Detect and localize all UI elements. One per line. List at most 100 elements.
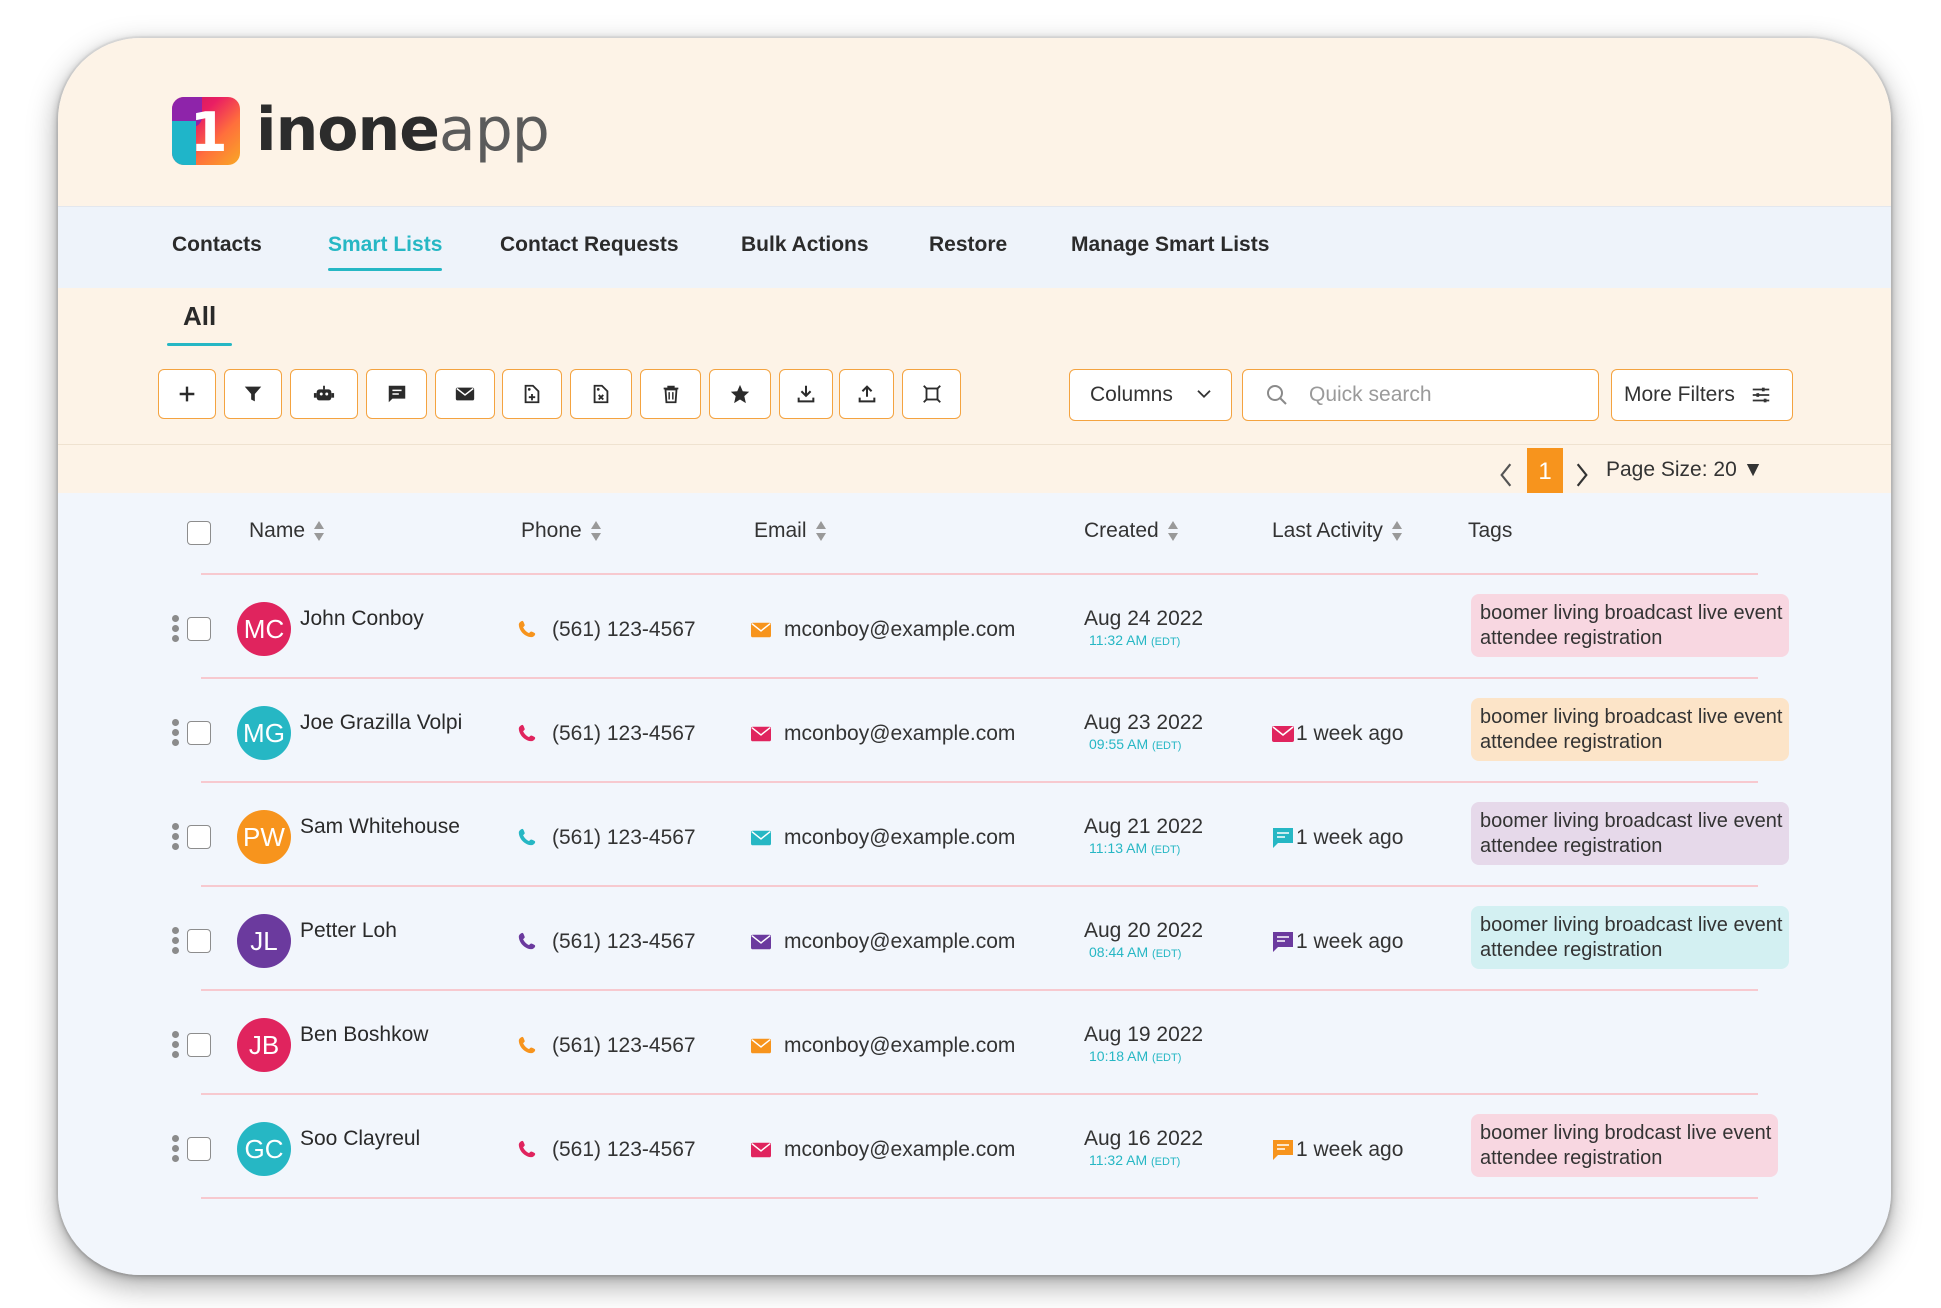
contact-name[interactable]: Soo Clayreul xyxy=(300,1127,421,1150)
email-address[interactable]: mconboy@example.com xyxy=(784,722,1016,745)
sort-icon xyxy=(314,521,325,542)
nav-manage-smart-lists[interactable]: Manage Smart Lists xyxy=(1071,233,1270,256)
contact-name[interactable]: Petter Loh xyxy=(300,919,397,942)
phone-number[interactable]: (561) 123-4567 xyxy=(552,618,696,641)
last-activity: 1 week ago xyxy=(1296,1138,1404,1161)
tag-line: boomer living brodcast live event xyxy=(1480,1122,1772,1144)
sliders-icon xyxy=(1752,387,1770,403)
tag-line: boomer living broadcast live event xyxy=(1480,914,1783,936)
phone-icon xyxy=(518,620,536,638)
prev-page-icon[interactable] xyxy=(1493,455,1519,495)
download-button[interactable] xyxy=(779,369,833,419)
email-button[interactable] xyxy=(435,369,495,419)
logo-wordmark: inoneapp xyxy=(256,95,550,165)
contact-name[interactable]: Sam Whitehouse xyxy=(300,815,460,838)
tag-line: attendee registration xyxy=(1480,835,1663,857)
drag-handle[interactable] xyxy=(172,719,180,749)
contact-name[interactable]: John Conboy xyxy=(300,607,424,630)
add-button[interactable] xyxy=(158,369,216,419)
tag-chip[interactable]: boomer living broadcast live event attend… xyxy=(1471,802,1790,865)
drag-handle[interactable] xyxy=(172,927,180,957)
toolbar-area: All xyxy=(58,288,1891,496)
search-icon xyxy=(1267,385,1287,405)
next-page-icon[interactable] xyxy=(1569,455,1595,495)
row-checkbox[interactable] xyxy=(187,721,211,745)
row-divider xyxy=(201,885,1758,887)
delete-button[interactable] xyxy=(640,369,701,419)
robot-button[interactable] xyxy=(290,369,358,419)
tag-line: attendee registration xyxy=(1480,1147,1663,1169)
contact-name[interactable]: Joe Grazilla Volpi xyxy=(300,711,463,734)
subtab-all[interactable]: All xyxy=(167,301,233,346)
email-address[interactable]: mconboy@example.com xyxy=(784,1138,1016,1161)
tag-chip[interactable]: boomer living broadcast live event attend… xyxy=(1471,698,1790,761)
mail-icon xyxy=(1272,726,1294,742)
email-address[interactable]: mconboy@example.com xyxy=(784,826,1016,849)
upload-button[interactable] xyxy=(839,369,894,419)
message-button[interactable] xyxy=(366,369,427,419)
last-activity: 1 week ago xyxy=(1296,722,1404,745)
favorite-button[interactable] xyxy=(709,369,771,419)
nav-smart-lists[interactable]: Smart Lists xyxy=(328,233,443,271)
column-header-name[interactable]: Name xyxy=(249,519,325,543)
row-checkbox[interactable] xyxy=(187,1033,211,1057)
sort-icon xyxy=(815,521,826,542)
email-address[interactable]: mconboy@example.com xyxy=(784,618,1016,641)
created-time: 09:55 AM (EDT) xyxy=(1089,736,1182,752)
tag-line: attendee registration xyxy=(1480,627,1663,649)
tag-line: boomer living broadcast live event xyxy=(1480,810,1783,832)
tag-chip[interactable]: boomer living broadcast live event attend… xyxy=(1471,906,1790,969)
columns-dropdown[interactable]: Columns xyxy=(1069,369,1232,421)
phone-number[interactable]: (561) 123-4567 xyxy=(552,1138,696,1161)
tag-chip[interactable]: boomer living broadcast live event attend… xyxy=(1471,594,1790,657)
mail-icon xyxy=(751,1038,771,1054)
add-tag-button[interactable] xyxy=(502,369,562,419)
nav-contact-requests[interactable]: Contact Requests xyxy=(500,233,679,256)
column-header-email[interactable]: Email xyxy=(754,519,827,543)
main-nav: Contacts Smart Lists Contact Requests Bu… xyxy=(58,206,1891,289)
select-all-checkbox[interactable] xyxy=(187,521,211,545)
drag-handle[interactable] xyxy=(172,1135,180,1165)
phone-number[interactable]: (561) 123-4567 xyxy=(552,722,696,745)
phone-number[interactable]: (561) 123-4567 xyxy=(552,930,696,953)
trash-icon xyxy=(663,385,678,404)
phone-number[interactable]: (561) 123-4567 xyxy=(552,826,696,849)
nav-restore[interactable]: Restore xyxy=(929,233,1008,256)
row-checkbox[interactable] xyxy=(187,1137,211,1161)
column-header-last-activity[interactable]: Last Activity xyxy=(1272,519,1403,543)
sort-icon xyxy=(1167,521,1178,542)
page-size-select[interactable]: Page Size: 20 ▼ xyxy=(1606,458,1764,481)
page-number-current[interactable]: 1 xyxy=(1527,448,1563,496)
sort-icon xyxy=(1391,521,1402,542)
expand-button[interactable] xyxy=(902,369,961,419)
drag-handle[interactable] xyxy=(172,823,180,853)
expand-icon xyxy=(922,385,941,403)
avatar: PW xyxy=(237,810,291,864)
contact-name[interactable]: Ben Boshkow xyxy=(300,1023,429,1046)
created-date: Aug 16 2022 xyxy=(1084,1127,1204,1150)
more-filters-button[interactable]: More Filters xyxy=(1611,369,1793,421)
mail-icon xyxy=(751,622,771,638)
robot-icon xyxy=(313,385,335,401)
email-address[interactable]: mconboy@example.com xyxy=(784,1034,1016,1057)
quick-search xyxy=(1242,369,1599,421)
message-icon xyxy=(1273,932,1293,952)
add-icon xyxy=(179,386,195,402)
filter-button[interactable] xyxy=(224,369,282,419)
row-checkbox[interactable] xyxy=(187,929,211,953)
row-checkbox[interactable] xyxy=(187,617,211,641)
nav-contacts[interactable]: Contacts xyxy=(172,233,262,256)
column-header-phone[interactable]: Phone xyxy=(521,519,602,543)
phone-number[interactable]: (561) 123-4567 xyxy=(552,1034,696,1057)
remove-tag-button[interactable] xyxy=(570,369,632,419)
drag-handle[interactable] xyxy=(172,1031,180,1061)
avatar: GC xyxy=(237,1122,291,1176)
row-checkbox[interactable] xyxy=(187,825,211,849)
row-divider xyxy=(201,989,1758,991)
column-header-created[interactable]: Created xyxy=(1084,519,1179,543)
drag-handle[interactable] xyxy=(172,615,180,645)
tag-chip[interactable]: boomer living brodcast live event attende… xyxy=(1471,1114,1779,1177)
search-input[interactable] xyxy=(1307,370,1591,420)
nav-bulk-actions[interactable]: Bulk Actions xyxy=(741,233,869,256)
email-address[interactable]: mconboy@example.com xyxy=(784,930,1016,953)
